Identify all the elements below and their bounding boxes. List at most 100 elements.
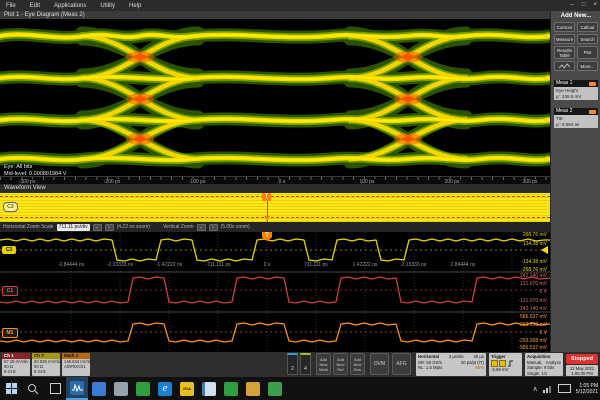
level-marker-icon[interactable] [543,117,548,123]
tray-chevron-icon[interactable]: ∧ [532,385,538,393]
m1-trace-badge[interactable]: M1 [2,328,18,338]
task-view-icon [49,383,61,394]
time-tick: -711.111 ps [205,262,231,268]
results-bar: Add New... Cursors Callout Measure Searc… [550,11,600,352]
ch3-badge[interactable]: Ch 3 60.535 mV/div 50 Ω 8 GHz [32,353,60,376]
task-view-button[interactable] [44,377,66,400]
eye-diagram-plot[interactable]: Eye: All bits Mid-level: 0.000891984 V U… [0,19,557,183]
menu-utility[interactable]: Utility [100,2,116,9]
c1-scale-label: 121.070 mV [520,281,547,287]
c1-trace-badge[interactable]: C1 [2,286,18,296]
eye-diagram-traces [0,26,557,169]
menu-file[interactable]: File [6,2,16,9]
more-button[interactable]: More... [577,61,598,71]
system-tray: ∧ 1:05 PM 5/12/2021 [533,377,598,400]
v-zoom-in-button[interactable]: › [208,223,218,231]
zoom-tool-button[interactable] [554,61,575,71]
taskbar-clock[interactable]: 1:05 PM 5/12/2021 [576,383,598,395]
level-marker-icon[interactable] [543,75,548,81]
add-new-bus-button[interactable]: Add New Bus [350,353,365,375]
menu-help[interactable]: Help [129,2,142,9]
acquisition-badge[interactable]: Acquisition Manual, Analyze Sample: 8 bit… [525,353,563,376]
close-icon[interactable]: × [593,2,597,8]
zoomed-waveform-view[interactable]: T -2.84444 ns -2.13333 ns -1.42222 ns -7… [0,232,551,352]
ch2-mini-badge[interactable]: 2 [287,353,298,375]
folder-icon [246,381,260,396]
trigger-level: -2.69 mV [491,366,509,372]
h-zoom-out-button[interactable]: ‹ [92,223,102,231]
network-status-icon[interactable] [542,384,553,393]
ch3-impedance: 50 Ω [34,364,43,370]
ch3-name: Ch 3 [32,353,60,359]
m1-scale-label: 293.268 mV [520,322,547,328]
m1-scale-label: 0 V [539,330,547,336]
x-tick: 100 ps [358,179,376,185]
level-marker-icon[interactable] [543,33,548,39]
menu-applications[interactable]: Applications [54,2,87,9]
meas2-value: µ': 9.064 as [556,121,580,127]
cursors-button[interactable]: Cursors [554,22,575,32]
stopped-button[interactable]: Stopped [566,354,598,364]
trigger-position-icon[interactable]: T [262,232,272,241]
meas2-badge[interactable]: Meas 2 TIE µ': 9.064 as [554,108,598,128]
taskbar-app-network2[interactable] [220,377,242,400]
time-tick: 711.111 ps [304,262,328,268]
taskbar-app-ie[interactable]: e [154,377,176,400]
results-table-button[interactable]: Results Table [554,46,575,59]
add-new-math-button[interactable]: Add New Math [316,353,331,375]
trigger-badge[interactable]: Trigger -2.69 mV [489,353,522,376]
menu-edit[interactable]: Edit [29,2,41,9]
meas1-badge[interactable]: Meas 1 Eye Height µ': 238.5 mV [554,80,598,100]
taskbar-scope-app[interactable] [66,377,88,400]
v-zoom-amount: (5.00x zoom) [220,224,250,230]
taskbar-app-visa[interactable]: VISA [176,377,198,400]
ch4-mini-badge[interactable]: 4 [300,353,311,375]
measure-button[interactable]: Measure [554,34,575,44]
taskbar-search-button[interactable] [22,377,44,400]
v-zoom-out-button[interactable]: ‹ [196,223,206,231]
h-zoom-in-button[interactable]: › [104,223,114,231]
clock-time: 1:05 PM [579,382,598,389]
maximize-icon[interactable]: □ [581,2,586,8]
taskbar-app-notes[interactable] [198,377,220,400]
search-button[interactable]: Search [577,34,598,44]
math1-badge[interactable]: Math 1 146.634 mV/div ArbFltXCh1 [62,353,90,376]
taskbar-app-remote[interactable] [88,377,110,400]
horizontal-badge[interactable]: Horizontal 3 µs/div 30 µs SR: 50 GS/s 20 ps… [416,353,486,376]
windows-logo-icon [5,383,17,394]
start-button[interactable] [0,377,22,400]
afg-button[interactable]: AFG [392,353,411,375]
eye-stats-line1: Eye: All bits [4,164,33,170]
taskbar-app-dev[interactable] [264,377,286,400]
channel-c3-badge[interactable]: C3 [3,202,18,212]
zoomed-traces [0,232,551,352]
taskbar-app-files[interactable] [110,377,132,400]
h-zoom-scale-value[interactable]: 711.11 ps/div [56,223,90,231]
x-tick: 300 ps [521,179,539,185]
plot-button[interactable]: Plot [577,46,598,59]
files-app-icon [114,381,128,396]
keyboard-icon[interactable] [557,384,571,393]
waveform-overview[interactable]: C3 T [0,193,550,222]
level-marker-icon[interactable] [543,156,548,162]
callout-button[interactable]: Callout [577,22,598,32]
time-tick: -1.42222 ns [155,262,183,268]
network-app2-icon [224,381,238,396]
ch1-badge[interactable]: Ch 1 67.19 mV/div 50 Ω 8 GHz [2,353,30,376]
minimize-icon[interactable]: – [570,2,574,8]
trigger-flag[interactable]: T [262,193,271,201]
time-tick: 0 s [263,262,271,268]
ie-browser-icon: e [158,381,172,396]
taskbar-app-explorer[interactable] [242,377,264,400]
c3-scale-label: 134.38 mV [522,241,547,247]
add-new-ref-button[interactable]: Add New Ref [333,353,348,375]
dvm-button[interactable]: DVM [370,353,389,375]
x-tick: -100 ps [187,179,207,185]
meas2-name: Meas 2 [556,108,573,114]
eye-x-axis: -300 ps -200 ps -100 ps 0 s 100 ps 200 p… [0,176,550,185]
c3-trace-badge[interactable]: C3 [2,246,16,254]
trigger-level-icon[interactable] [541,246,548,254]
m1-scale-label: 586.537 mV [520,314,547,320]
taskbar-app-network[interactable] [132,377,154,400]
